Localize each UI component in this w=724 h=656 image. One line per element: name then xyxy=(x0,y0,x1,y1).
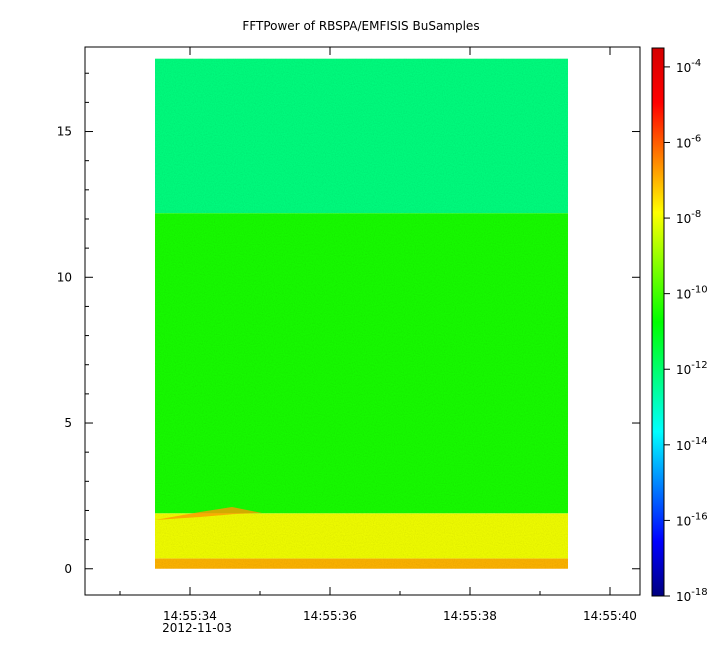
colorbar xyxy=(651,47,665,597)
power-band xyxy=(155,513,568,559)
colorbar-tick-label: 10-8 xyxy=(676,209,701,226)
y-tick-label: 15 xyxy=(57,125,72,139)
x-tick-label: 14:55:36 xyxy=(303,609,357,623)
y-tick-label: 0 xyxy=(64,562,72,576)
x-tick-label: 14:55:34 xyxy=(163,609,217,623)
wave-streak xyxy=(155,507,262,520)
spectrogram-image xyxy=(155,58,568,569)
colorbar-axis: 10-4 10-6 10-8 10-10 10-12 10-14 10-16 10-18 xyxy=(664,58,708,604)
power-band xyxy=(155,213,568,514)
colorbar-tick-label: 10-6 xyxy=(676,133,701,150)
colorbar-tick-label: 10-18 xyxy=(676,587,708,604)
x-date-label: 2012-11-03 xyxy=(162,621,232,635)
y-axis: 0 5 10 15 xyxy=(57,72,640,576)
y-tick-label: 10 xyxy=(57,270,72,284)
colorbar-tick-label: 10-14 xyxy=(676,436,708,453)
x-tick-label: 14:55:38 xyxy=(443,609,497,623)
colorbar-tick-label: 10-12 xyxy=(676,360,708,377)
y-tick-label: 5 xyxy=(64,416,72,430)
colorbar-tick-label: 10-10 xyxy=(676,285,708,302)
chart-title: FFTPower of RBSPA/EMFISIS BuSamples xyxy=(242,19,479,33)
x-axis: 14:55:34 14:55:36 14:55:38 14:55:40 xyxy=(119,47,637,623)
colorbar-tick-label: 10-4 xyxy=(676,58,701,75)
power-band xyxy=(155,58,568,214)
colorbar-tick-label: 10-16 xyxy=(676,511,708,528)
power-band xyxy=(155,558,568,569)
x-tick-label: 14:55:40 xyxy=(583,609,637,623)
